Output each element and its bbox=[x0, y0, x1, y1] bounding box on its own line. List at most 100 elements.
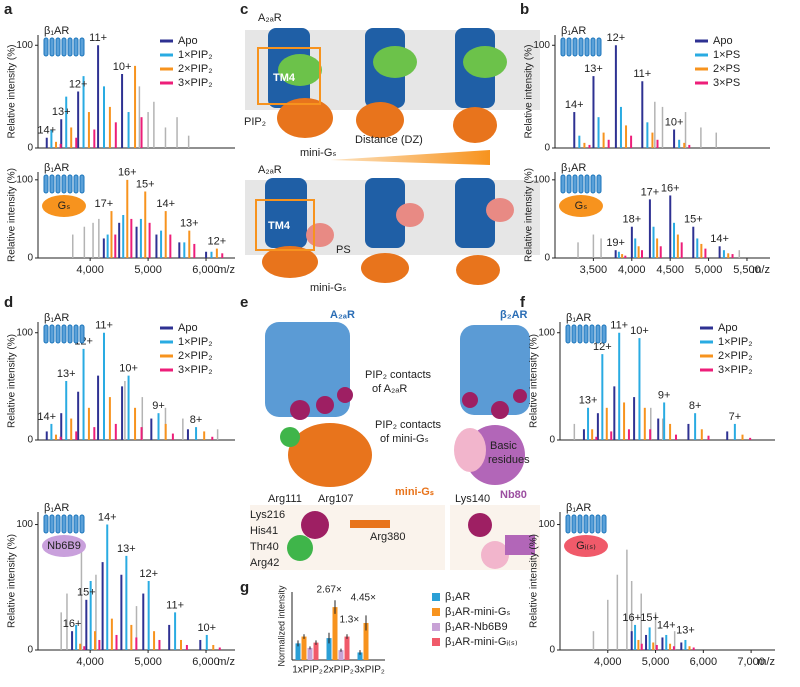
legend-swatch bbox=[432, 623, 440, 631]
x-tick-label: 6,000 bbox=[192, 656, 220, 668]
partner-label: Gₛ bbox=[575, 200, 588, 212]
panel-c-text: A₂ₐR TM4 PIP₂ mini-Gₛ Distance (DZ) A₂ₐR… bbox=[244, 12, 423, 294]
peak-label: 12+ bbox=[593, 341, 612, 353]
label: TM4 bbox=[268, 220, 291, 232]
peak-label: 10+ bbox=[119, 363, 138, 375]
legend-label: 3×PS bbox=[713, 77, 740, 89]
helix-icon bbox=[571, 514, 577, 534]
label: A₂ₐR bbox=[258, 12, 282, 24]
legend-label: β₁AR-mini-Gᵢ₍ₛ₎ bbox=[445, 636, 518, 648]
peak-label: 11+ bbox=[95, 320, 113, 332]
peak-label: 15+ bbox=[77, 587, 96, 599]
helix-icon bbox=[67, 37, 73, 57]
panel-label: e bbox=[240, 294, 248, 311]
y-tick-label: 100 bbox=[16, 174, 33, 185]
peak-label: 18+ bbox=[623, 214, 642, 226]
y-label: Relative intensity (%) bbox=[529, 534, 540, 628]
legend-label: 2×PIP₂ bbox=[178, 63, 213, 75]
helix-icon bbox=[595, 514, 601, 534]
helix-icon bbox=[49, 324, 55, 344]
bar bbox=[357, 652, 363, 660]
helix-icon bbox=[49, 174, 55, 194]
helix-icon bbox=[55, 324, 61, 344]
protein-label: β₁AR bbox=[44, 312, 69, 324]
y-tick-label: 0 bbox=[544, 143, 550, 154]
helix-icon bbox=[43, 37, 49, 57]
helix-icon bbox=[577, 324, 583, 344]
panel-e-art bbox=[250, 322, 540, 570]
peak-label: 14+ bbox=[37, 411, 56, 423]
y-tick-label: 100 bbox=[16, 327, 33, 338]
label: Arg42 bbox=[250, 557, 279, 569]
helix-icon bbox=[79, 37, 85, 57]
bar bbox=[344, 636, 350, 660]
peak-label: 10+ bbox=[630, 325, 649, 337]
helix-icon bbox=[79, 514, 85, 534]
helix-icon bbox=[577, 514, 583, 534]
legend-label: β₁AR-mini-Gₛ bbox=[445, 606, 510, 618]
bar bbox=[295, 643, 301, 660]
y-tick-label: 100 bbox=[538, 519, 555, 530]
helix-icon bbox=[43, 324, 49, 344]
label: Nb80 bbox=[500, 489, 527, 501]
legend-label: 1×PS bbox=[713, 49, 740, 61]
label: PIP₂ contacts bbox=[365, 369, 432, 381]
helix-icon bbox=[565, 324, 571, 344]
helix-icon bbox=[43, 174, 49, 194]
legend-label: 3×PIP₂ bbox=[718, 364, 753, 376]
helix-icon bbox=[73, 174, 79, 194]
y-label: Relative intensity (%) bbox=[524, 168, 535, 262]
peak-label: 15+ bbox=[136, 178, 155, 190]
helix-icon bbox=[601, 514, 607, 534]
label: of A₂ₐR bbox=[372, 383, 407, 395]
helix-icon bbox=[583, 514, 589, 534]
peak-label: 15+ bbox=[684, 214, 703, 226]
label: mini-Gₛ bbox=[395, 486, 434, 498]
label: Arg107 bbox=[318, 493, 353, 505]
x-tick-label: 5,000 bbox=[134, 264, 162, 276]
peak-label: 12+ bbox=[139, 568, 158, 580]
label: mini-Gₛ bbox=[310, 282, 347, 294]
helix-icon bbox=[73, 514, 79, 534]
legend-label: 2×PS bbox=[713, 63, 740, 75]
partner-label: Nb6B9 bbox=[47, 540, 81, 552]
legend-label: Apo bbox=[178, 35, 198, 47]
x-tick-label: 5,000 bbox=[134, 656, 162, 668]
bar bbox=[332, 607, 338, 660]
legend-label: 1×PIP₂ bbox=[178, 336, 213, 348]
protein-label: β₁AR bbox=[561, 25, 586, 37]
x-tick-label: 4,500 bbox=[656, 264, 684, 276]
annotation: 4.45× bbox=[351, 593, 376, 604]
helix-icon bbox=[560, 174, 566, 194]
label: Arg111 bbox=[268, 493, 302, 505]
helix-icon bbox=[583, 324, 589, 344]
helix-icon bbox=[43, 514, 49, 534]
x-tick-label: 3,500 bbox=[580, 264, 608, 276]
helix-icon bbox=[596, 37, 602, 57]
peak-label: 13+ bbox=[52, 106, 71, 118]
bar bbox=[363, 622, 369, 660]
partner-icon bbox=[42, 195, 86, 217]
y-tick-label: 100 bbox=[16, 519, 33, 530]
helix-icon bbox=[55, 37, 61, 57]
peak-label: 8+ bbox=[689, 400, 702, 412]
y-tick-label: 0 bbox=[27, 435, 33, 446]
helix-icon bbox=[566, 37, 572, 57]
legend-label: 3×PIP₂ bbox=[178, 364, 213, 376]
y-label: Relative intensity (%) bbox=[529, 334, 540, 428]
helix-icon bbox=[601, 324, 607, 344]
x-tick-label: 4,000 bbox=[594, 656, 622, 668]
helix-icon bbox=[49, 37, 55, 57]
partner-icon bbox=[42, 535, 86, 557]
peak-label: 19+ bbox=[606, 237, 625, 249]
y-tick-label: 100 bbox=[538, 327, 555, 338]
helix-icon bbox=[584, 37, 590, 57]
peak-label: 14+ bbox=[98, 511, 117, 523]
legend-label: β₁AR-Nb6B9 bbox=[445, 621, 508, 633]
legend-label: 2×PIP₂ bbox=[178, 350, 213, 362]
helix-icon bbox=[67, 174, 73, 194]
y-tick-label: 0 bbox=[27, 645, 33, 656]
helix-icon bbox=[578, 174, 584, 194]
y-tick-label: 0 bbox=[27, 253, 33, 264]
panel-label: d bbox=[4, 294, 13, 311]
